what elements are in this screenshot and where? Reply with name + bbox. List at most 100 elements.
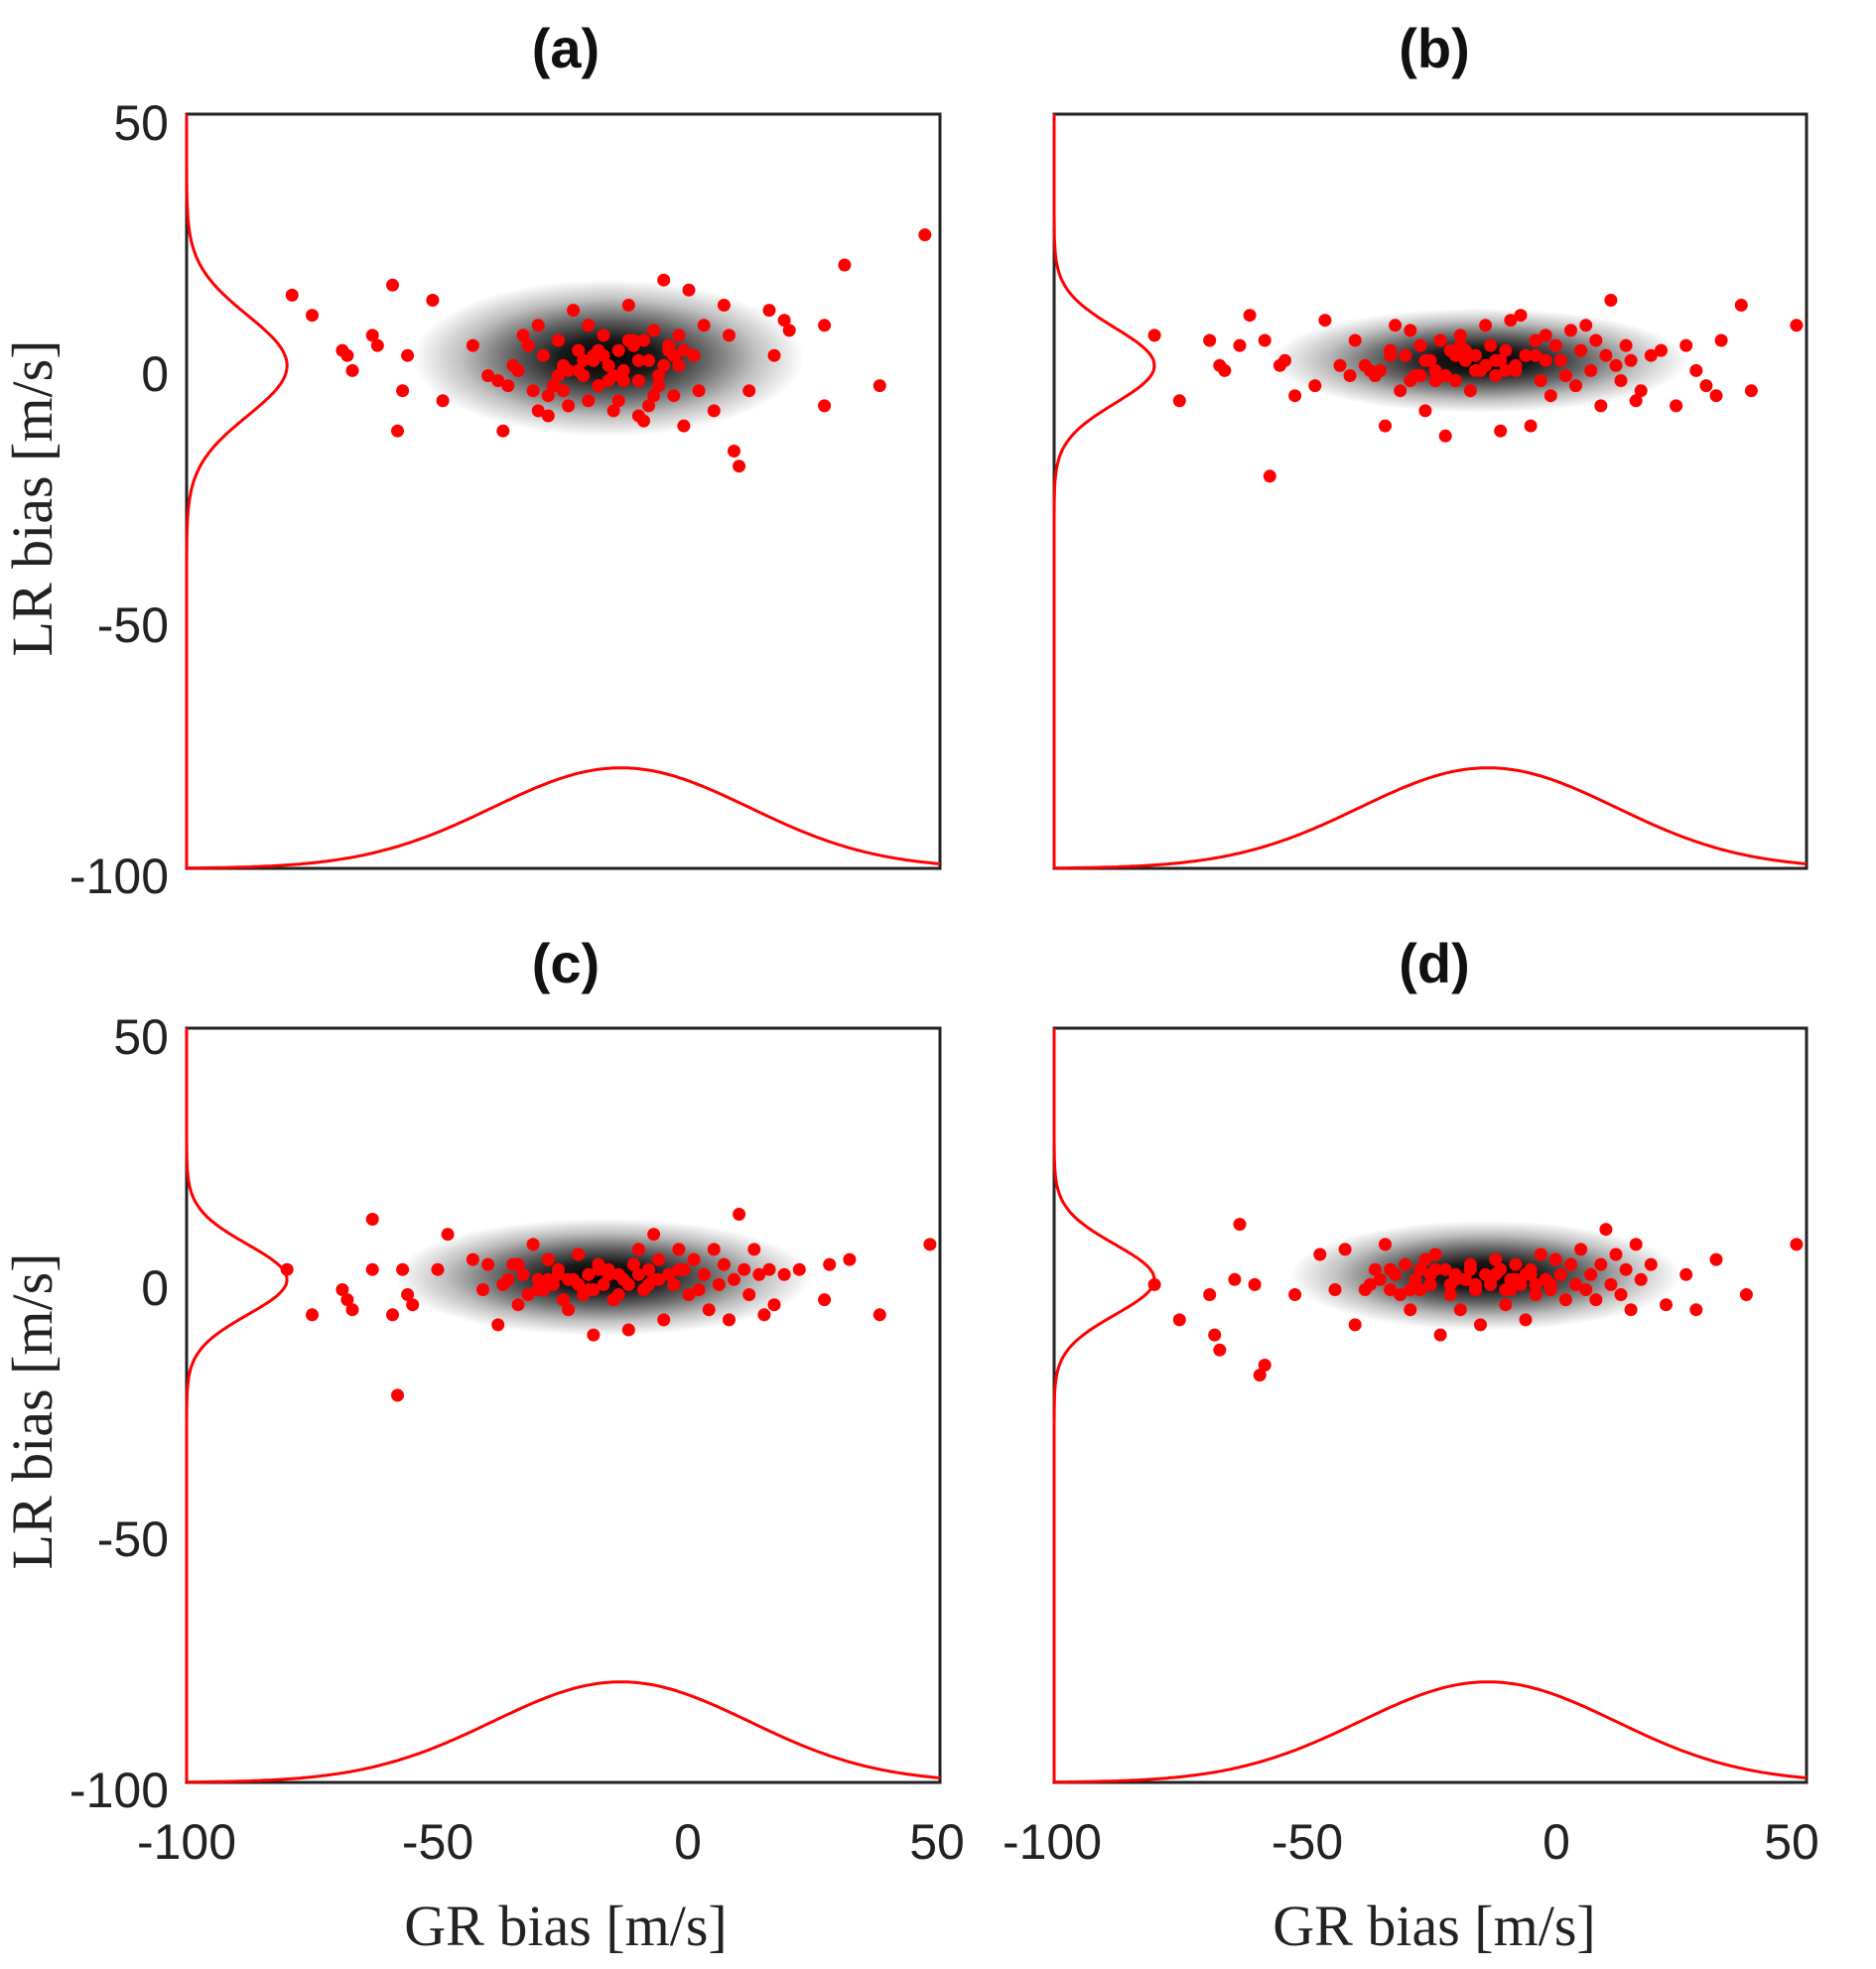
density-blob	[1272, 308, 1689, 413]
data-point	[682, 1288, 696, 1301]
data-point	[1589, 1293, 1603, 1307]
data-point	[1709, 1252, 1723, 1266]
data-point	[340, 348, 354, 362]
data-point	[1308, 379, 1322, 393]
plot-frame	[185, 112, 942, 870]
data-point	[562, 1303, 576, 1317]
data-point	[1679, 1267, 1693, 1281]
y-axis-label-a: LR bias [m/s]	[0, 340, 65, 657]
data-point	[702, 1303, 716, 1317]
data-point	[280, 1262, 294, 1276]
data-point	[1438, 429, 1452, 443]
data-point	[1384, 1262, 1398, 1276]
data-point	[1394, 1288, 1407, 1301]
data-point	[1448, 374, 1462, 387]
data-point	[285, 288, 299, 302]
y-tick-label: -100	[69, 1763, 169, 1818]
data-point	[1413, 1283, 1427, 1296]
data-point	[436, 394, 450, 408]
data-point	[647, 1228, 661, 1242]
x-tick-label: 50	[909, 1814, 965, 1870]
data-point	[1714, 333, 1728, 347]
x-axis-label-c: GR bias [m/s]	[404, 1894, 727, 1958]
data-point	[1328, 1283, 1342, 1296]
data-point	[1413, 338, 1427, 352]
data-point	[1228, 1272, 1242, 1286]
data-point	[1689, 1303, 1703, 1317]
data-point	[1379, 419, 1392, 433]
data-point	[1594, 399, 1608, 413]
data-point	[682, 283, 696, 297]
data-point	[1739, 1288, 1753, 1301]
data-point	[1579, 319, 1593, 332]
data-point	[1499, 1298, 1513, 1312]
data-point	[1172, 394, 1186, 408]
data-point	[723, 328, 736, 342]
data-point	[762, 1262, 776, 1276]
marginal-y-curve	[185, 114, 289, 868]
data-point	[667, 1277, 681, 1291]
data-point	[396, 384, 410, 398]
plot-frame	[1052, 112, 1809, 870]
data-point	[1553, 1267, 1567, 1281]
x-tick-label: 50	[1764, 1814, 1819, 1870]
data-point	[562, 399, 576, 413]
data-point	[742, 384, 756, 398]
data-point	[767, 1298, 781, 1312]
data-point	[1509, 1272, 1523, 1286]
data-point	[572, 1277, 586, 1291]
data-point	[672, 328, 686, 342]
data-point	[602, 1267, 615, 1281]
data-point	[391, 424, 404, 438]
data-point	[1384, 348, 1398, 362]
data-point	[792, 1262, 806, 1276]
data-point	[707, 404, 721, 418]
y-tick-label: 0	[141, 1260, 169, 1316]
data-point	[587, 353, 601, 367]
data-point	[541, 409, 555, 423]
data-point	[652, 369, 666, 382]
data-point	[1604, 1277, 1618, 1291]
data-point	[752, 1267, 766, 1281]
marginal-x-curve	[186, 766, 941, 870]
data-point	[546, 379, 560, 393]
data-point	[531, 319, 545, 332]
data-point	[1469, 1277, 1482, 1291]
data-point	[872, 1308, 886, 1322]
data-point	[597, 1277, 610, 1291]
marginal-y-curve	[185, 1028, 289, 1782]
data-point	[365, 1262, 379, 1276]
data-point	[692, 1283, 706, 1296]
data-point	[647, 389, 661, 403]
data-point	[1263, 469, 1276, 483]
data-point	[1418, 404, 1432, 418]
data-point	[1529, 348, 1542, 362]
data-point	[621, 1323, 635, 1337]
data-point	[1428, 1247, 1442, 1261]
y-tick-label: -50	[97, 1511, 169, 1567]
data-point	[491, 374, 505, 387]
data-point	[587, 1328, 601, 1342]
data-point	[1604, 294, 1618, 307]
data-point	[441, 1228, 455, 1242]
data-point	[1539, 353, 1552, 367]
data-point	[1374, 1272, 1387, 1286]
data-point	[340, 1293, 354, 1307]
data-point	[1172, 1313, 1186, 1327]
data-point	[572, 1247, 586, 1261]
data-point	[481, 1257, 495, 1271]
data-point	[818, 1293, 832, 1307]
data-point	[872, 379, 886, 393]
data-point	[918, 228, 932, 242]
plot-frame	[1052, 1026, 1809, 1784]
data-point	[1574, 343, 1588, 357]
data-point	[541, 1272, 555, 1286]
data-point	[431, 1262, 445, 1276]
data-point	[1734, 299, 1748, 312]
data-point	[1438, 369, 1452, 382]
data-point	[657, 358, 671, 372]
data-point	[1629, 1238, 1643, 1251]
y-tick-label: 0	[141, 346, 169, 402]
data-point	[1599, 1223, 1613, 1237]
